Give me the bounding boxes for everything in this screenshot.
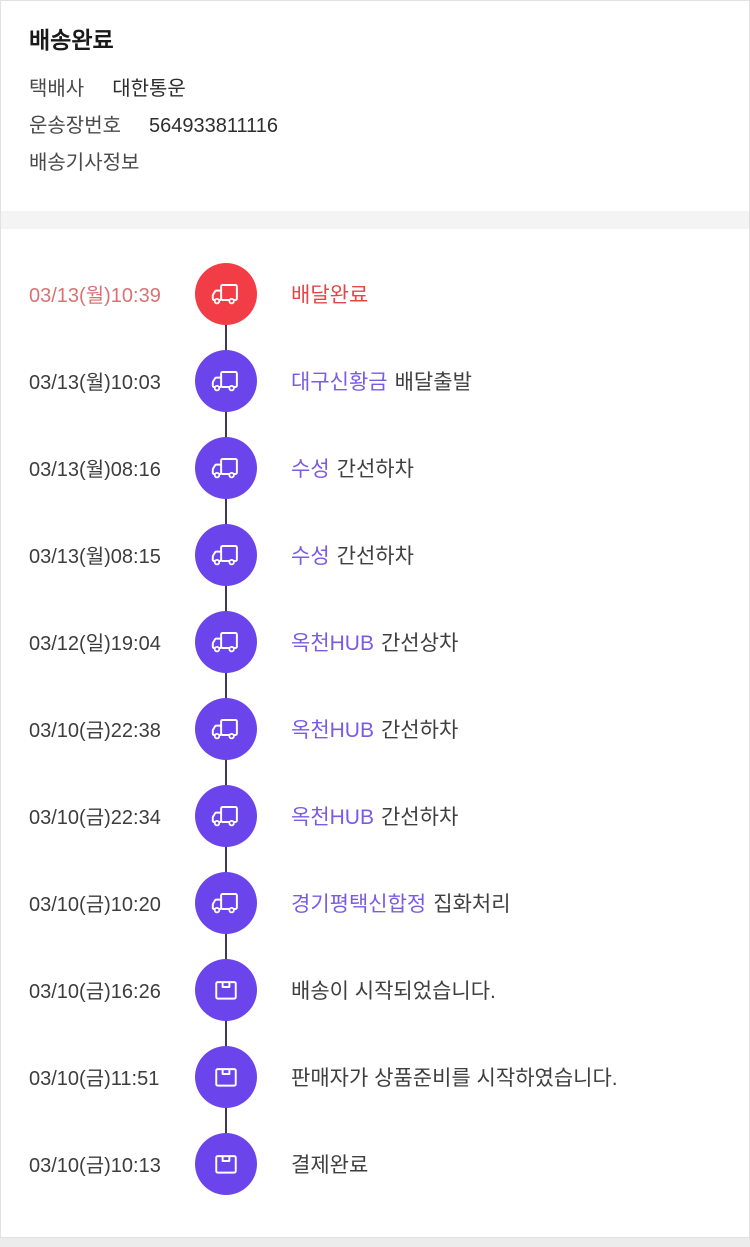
timeline-status: 옥천HUB 간선상차 — [291, 627, 458, 657]
box-icon — [215, 980, 237, 1000]
timeline-description: 배송이 시작되었습니다. — [291, 979, 496, 1003]
timeline-datetime: 03/10(금)22:34 — [29, 807, 161, 829]
timeline-location: 옥천HUB — [291, 805, 374, 829]
status-icon-circle — [195, 262, 257, 325]
status-icon-circle — [195, 349, 257, 412]
truck-icon — [211, 892, 238, 913]
timeline-row: 03/13(월)10:03 대구신황금 배달출발 — [1, 337, 749, 424]
box-icon — [215, 1154, 237, 1174]
courier-row: 택배사 대한통운 — [29, 71, 721, 108]
timeline-status: 배송이 시작되었습니다. — [291, 975, 496, 1005]
tracking-number-value: 564933811116 — [149, 115, 279, 137]
status-icon-circle — [195, 697, 257, 760]
timeline-status: 배달완료 — [291, 279, 368, 309]
status-icon-circle — [195, 1132, 257, 1195]
status-icon-circle — [195, 436, 257, 499]
tracking-header: 배송완료 택배사 대한통운 운송장번호 564933811116 배송기사정보 — [1, 1, 749, 211]
tracking-number-row: 운송장번호 564933811116 — [29, 108, 721, 145]
timeline-status: 옥천HUB 간선하차 — [291, 714, 458, 744]
section-divider — [1, 211, 749, 229]
timeline-row: 03/13(월)10:39 배달완료 — [1, 250, 749, 337]
timeline-description: 배달출발 — [394, 370, 472, 394]
timeline-status: 옥천HUB 간선하차 — [291, 801, 458, 831]
page-title: 배송완료 — [29, 27, 114, 53]
timeline-location: 경기평택신합정 — [291, 892, 427, 916]
courier-label: 택배사 — [29, 78, 85, 100]
timeline-datetime: 03/10(금)10:20 — [29, 894, 161, 916]
driver-info-link[interactable]: 배송기사정보 — [29, 152, 140, 174]
truck-icon — [211, 631, 238, 652]
status-icon-circle — [195, 958, 257, 1021]
timeline-list: 03/13(월)10:39 배달완료 03/13(월)10:03 대구신황금 배달… — [1, 229, 749, 1207]
timeline-datetime: 03/10(금)16:26 — [29, 981, 161, 1003]
timeline-row: 03/12(일)19:04 옥천HUB 간선상차 — [1, 598, 749, 685]
timeline-location: 옥천HUB — [291, 631, 374, 655]
timeline-status: 결제완료 — [291, 1149, 368, 1179]
truck-icon — [211, 805, 238, 826]
timeline-description: 간선하차 — [380, 718, 459, 742]
timeline-row: 03/13(월)08:15 수성 간선하차 — [1, 511, 749, 598]
timeline-datetime: 03/13(월)10:03 — [29, 372, 161, 394]
status-icon-circle — [195, 1045, 257, 1108]
truck-icon — [211, 457, 238, 478]
timeline-datetime: 03/13(월)08:15 — [29, 546, 161, 568]
timeline-status: 대구신황금 배달출발 — [291, 366, 472, 396]
truck-icon — [211, 370, 238, 391]
timeline-status: 수성 간선하차 — [291, 453, 414, 483]
truck-icon — [211, 718, 238, 739]
timeline-datetime: 03/13(월)08:16 — [29, 459, 161, 481]
box-icon — [215, 1067, 237, 1087]
status-icon-circle — [195, 523, 257, 586]
status-icon-circle — [195, 784, 257, 847]
timeline-datetime: 03/12(일)19:04 — [29, 633, 161, 655]
status-icon-circle — [195, 871, 257, 934]
timeline-location: 대구신황금 — [291, 370, 388, 394]
page-background-strip — [0, 1238, 750, 1247]
timeline-row: 03/10(금)16:26 배송이 시작되었습니다. — [1, 946, 749, 1033]
tracking-number-label: 운송장번호 — [29, 115, 121, 137]
timeline-datetime: 03/10(금)11:51 — [29, 1068, 160, 1090]
timeline-datetime: 03/10(금)10:13 — [29, 1155, 161, 1177]
timeline-row: 03/10(금)11:51 판매자가 상품준비를 시작하였습니다. — [1, 1033, 749, 1120]
timeline-row: 03/13(월)08:16 수성 간선하차 — [1, 424, 749, 511]
timeline-location: 옥천HUB — [291, 718, 374, 742]
timeline-description: 간선하차 — [336, 457, 414, 481]
timeline-datetime: 03/13(월)10:39 — [29, 285, 161, 307]
timeline-description: 간선하차 — [380, 805, 459, 829]
timeline-row: 03/10(금)10:20 경기평택신합정 집화처리 — [1, 859, 749, 946]
timeline-location: 수성 — [291, 457, 330, 481]
timeline-description: 판매자가 상품준비를 시작하였습니다. — [291, 1066, 618, 1090]
courier-value: 대한통운 — [112, 78, 186, 100]
timeline-datetime: 03/10(금)22:38 — [29, 720, 161, 742]
timeline-status: 경기평택신합정 집화처리 — [291, 888, 511, 918]
timeline-row: 03/10(금)22:38 옥천HUB 간선하차 — [1, 685, 749, 772]
truck-icon — [211, 283, 238, 304]
status-icon-circle — [195, 610, 257, 673]
timeline-location: 수성 — [291, 544, 330, 568]
timeline-description: 배달완료 — [291, 283, 369, 307]
timeline-row: 03/10(금)22:34 옥천HUB 간선하차 — [1, 772, 749, 859]
timeline-description: 간선상차 — [380, 631, 459, 655]
timeline-status: 판매자가 상품준비를 시작하였습니다. — [291, 1062, 618, 1092]
timeline-description: 집화처리 — [433, 892, 511, 916]
timeline-description: 간선하차 — [336, 544, 414, 568]
truck-icon — [211, 544, 238, 565]
timeline-status: 수성 간선하차 — [291, 540, 414, 570]
timeline-description: 결제완료 — [291, 1153, 369, 1177]
timeline-row: 03/10(금)10:13 결제완료 — [1, 1120, 749, 1207]
